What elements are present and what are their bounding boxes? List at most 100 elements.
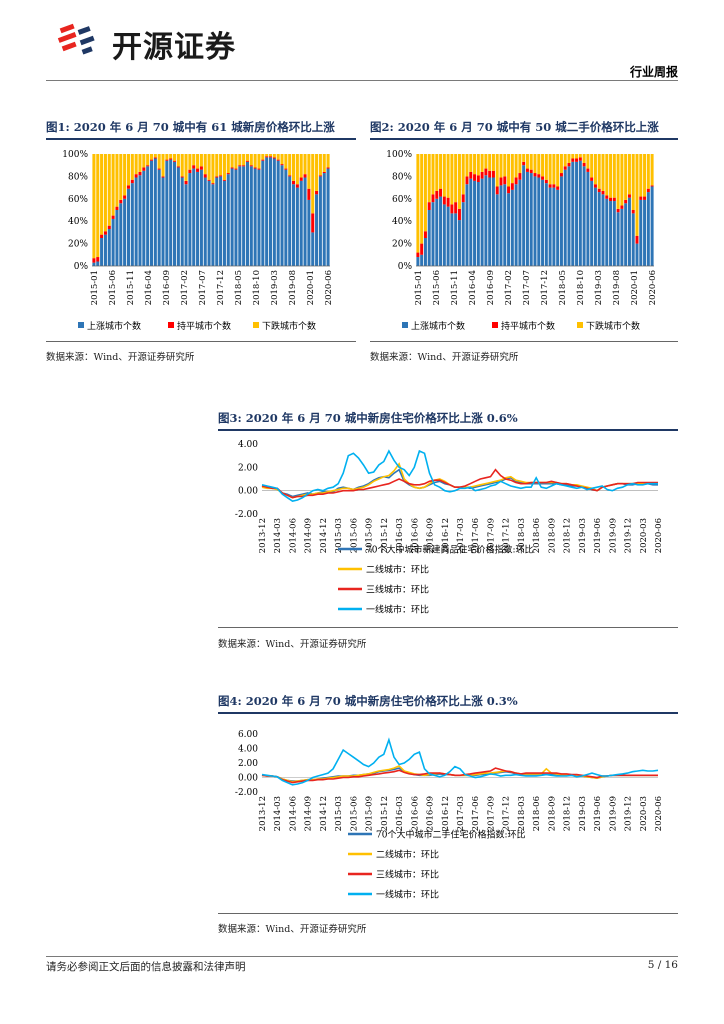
fig1-legend-swatch xyxy=(253,322,259,328)
fig1-bar-up xyxy=(295,187,299,266)
company-logo xyxy=(56,20,106,60)
fig1-bar-down xyxy=(165,154,169,160)
fig2-bar-flat xyxy=(469,171,473,179)
fig1-bar-up xyxy=(203,177,207,266)
fig4-legend-label: 一线城市：环比 xyxy=(376,889,439,901)
fig1-bar-flat xyxy=(242,165,246,167)
fig2-bar-down xyxy=(469,154,473,172)
fig1-bar-down xyxy=(272,154,276,158)
fig2-bar-flat xyxy=(507,186,511,194)
fig1-bar-up xyxy=(184,184,188,266)
fig1-bar-up xyxy=(219,176,223,266)
fig2-bar-down xyxy=(567,154,571,163)
fig2-bar-up xyxy=(454,213,458,266)
fig2-bar-up xyxy=(446,206,450,266)
fig2-bar-down xyxy=(578,154,582,158)
fig1-bar-down xyxy=(257,154,261,169)
fig1-source: 数据来源：Wind、开源证券研究所 xyxy=(46,352,195,363)
fig2-ytick-label: 80% xyxy=(392,172,412,182)
fig2-bar-up xyxy=(491,177,495,266)
fig1-bar-up xyxy=(188,173,192,266)
fig2-legend-swatch xyxy=(492,322,498,328)
fig2-bar-flat xyxy=(643,196,647,200)
fig2-bar-up xyxy=(439,196,443,266)
fig1-bar-up xyxy=(261,160,265,266)
fig1-bar-up xyxy=(211,184,215,266)
fig2-bar-flat xyxy=(442,196,446,205)
fig1-xtick-label: 2015-06 xyxy=(108,270,118,305)
fig1-bar-up xyxy=(253,168,257,266)
fig2-xtick-label: 2019-08 xyxy=(612,270,622,305)
fig2-bar-flat xyxy=(450,204,454,214)
fig1-bar-up xyxy=(165,160,169,266)
fig1-bar-down xyxy=(169,154,173,159)
page-number: 5 / 16 xyxy=(647,959,678,971)
fig3-xtick-label: 2018-03 xyxy=(517,518,527,553)
fig2-xtick-label: 2017-02 xyxy=(504,270,514,305)
fig2-bar-down xyxy=(635,154,639,236)
fig2-bar-down xyxy=(646,154,650,189)
fig1-bar-up xyxy=(265,157,269,266)
fig2-bar-down xyxy=(612,154,616,198)
fig2-bar-up xyxy=(420,254,424,266)
fig2-bar-down xyxy=(514,154,518,178)
fig1-bar-flat xyxy=(188,169,192,174)
fig2-bar-up xyxy=(578,160,582,266)
fig1-bar-up xyxy=(226,174,230,266)
fig4-title-rule xyxy=(218,712,678,714)
fig2-xtick-label: 2018-10 xyxy=(576,270,586,305)
fig2-bar-down xyxy=(541,154,545,177)
fig2-bar-down xyxy=(457,154,461,209)
fig1-bar-up xyxy=(196,171,200,266)
fig1-chart: 0% 20% 40% 60% 80% 100% 2015-01 2015-06 2015-11 2… xyxy=(62,150,334,332)
fig1-bar-flat xyxy=(169,158,173,160)
fig2-bar-flat xyxy=(590,177,594,181)
fig1-bar-flat xyxy=(107,225,111,230)
fig3-xtick-label: 2018-09 xyxy=(547,518,557,553)
fig4-xtick-label: 2017-06 xyxy=(471,796,481,831)
fig4-xtick-label: 2020-06 xyxy=(654,796,664,831)
fig2-bar-down xyxy=(442,154,446,197)
fig2-bar-up xyxy=(473,180,477,266)
fig2-xtick-label: 2015-01 xyxy=(414,270,424,305)
fig2-bar-down xyxy=(484,154,488,169)
fig3-xtick-label: 2014-03 xyxy=(273,518,283,553)
fig2-bar-flat xyxy=(620,205,624,209)
fig1-bar-down xyxy=(157,154,161,169)
fig2-bar-down xyxy=(510,154,514,184)
fig1-bar-up xyxy=(303,177,307,266)
fig4-title: 图4: 2020 年 6 月 70 城中新房住宅价格环比上涨 0.3% xyxy=(218,694,518,708)
fig1-bar-flat xyxy=(307,188,311,200)
fig4-xtick-label: 2015-12 xyxy=(380,796,390,831)
fig2-bar-up xyxy=(450,213,454,266)
fig1-xtick-label: 2015-11 xyxy=(126,270,136,305)
fig1-bar-flat xyxy=(119,199,123,204)
fig1-xtick-label: 2016-04 xyxy=(144,270,154,305)
fig2-ytick-label: 100% xyxy=(386,150,412,160)
report-type: 行业周报 xyxy=(629,65,678,79)
fig2-bar-down xyxy=(548,154,552,185)
fig1-ytick-label: 80% xyxy=(68,172,88,182)
fig1-bar-up xyxy=(222,180,226,266)
fig4-legend-label: 70个大中城市二手住宅价格指数:环比 xyxy=(376,829,526,841)
fig3-xtick-label: 2018-12 xyxy=(563,518,573,553)
fig1-bar-flat xyxy=(245,160,249,162)
fig1-bar-flat xyxy=(299,177,303,181)
fig1-bar-up xyxy=(315,194,319,266)
fig2-bar-flat xyxy=(567,162,571,167)
fig2-bar-flat xyxy=(465,176,469,185)
fig1-bar-up xyxy=(142,170,146,266)
fig3-xtick-label: 2016-03 xyxy=(395,518,405,553)
fig2-bar-up xyxy=(499,185,503,266)
fig1-bar-flat xyxy=(249,165,253,167)
fig3-legend-label: 二线城市：环比 xyxy=(366,564,429,576)
fig2-bar-flat xyxy=(631,210,635,214)
fig3-ytick-label: -2.00 xyxy=(235,510,258,520)
fig1-bar-down xyxy=(311,154,315,214)
fig3-ytick-label: 0.00 xyxy=(238,487,258,497)
fig3-xtick-label: 2015-12 xyxy=(380,518,390,553)
fig2-bar-down xyxy=(593,154,597,185)
fig2-bar-up xyxy=(635,243,639,266)
fig1-bar-down xyxy=(280,154,284,165)
fig2-bar-flat xyxy=(529,169,533,174)
